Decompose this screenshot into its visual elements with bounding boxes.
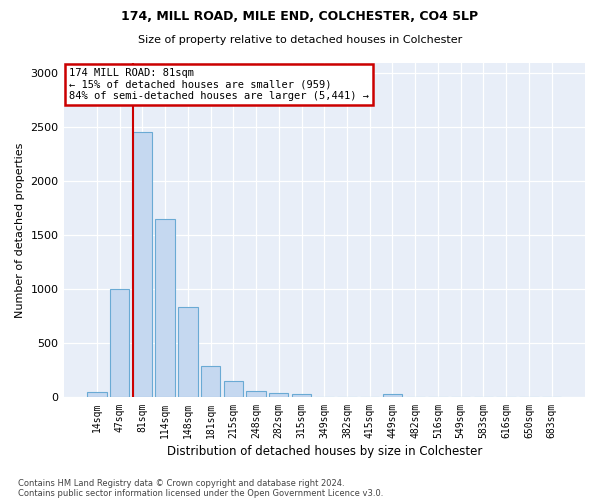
Text: Contains HM Land Registry data © Crown copyright and database right 2024.: Contains HM Land Registry data © Crown c… — [18, 478, 344, 488]
X-axis label: Distribution of detached houses by size in Colchester: Distribution of detached houses by size … — [167, 444, 482, 458]
Bar — [155, 219, 175, 398]
Y-axis label: Number of detached properties: Number of detached properties — [15, 142, 25, 318]
Bar — [269, 392, 289, 398]
Bar — [87, 392, 107, 398]
Bar — [178, 306, 197, 398]
Text: Size of property relative to detached houses in Colchester: Size of property relative to detached ho… — [138, 35, 462, 45]
Bar — [224, 381, 243, 398]
Bar — [110, 290, 130, 398]
Text: 174 MILL ROAD: 81sqm
← 15% of detached houses are smaller (959)
84% of semi-deta: 174 MILL ROAD: 81sqm ← 15% of detached h… — [69, 68, 369, 102]
Bar — [247, 391, 266, 398]
Bar — [383, 394, 402, 398]
Bar — [292, 394, 311, 398]
Bar — [201, 366, 220, 398]
Text: 174, MILL ROAD, MILE END, COLCHESTER, CO4 5LP: 174, MILL ROAD, MILE END, COLCHESTER, CO… — [121, 10, 479, 23]
Bar — [133, 132, 152, 398]
Text: Contains public sector information licensed under the Open Government Licence v3: Contains public sector information licen… — [18, 488, 383, 498]
